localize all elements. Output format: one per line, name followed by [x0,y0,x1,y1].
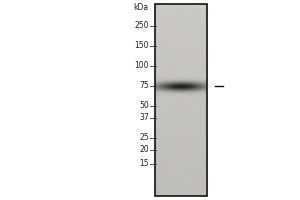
Text: 50: 50 [139,102,149,110]
Bar [155,4,207,196]
Text: 37: 37 [139,114,149,122]
Text: 25: 25 [140,134,149,142]
Text: 15: 15 [140,160,149,168]
Text: 100: 100 [134,62,149,71]
Text: 20: 20 [140,146,149,154]
Text: kDa: kDa [133,3,148,12]
Text: 150: 150 [134,42,149,50]
Text: 75: 75 [139,82,149,90]
Text: 250: 250 [134,21,149,30]
